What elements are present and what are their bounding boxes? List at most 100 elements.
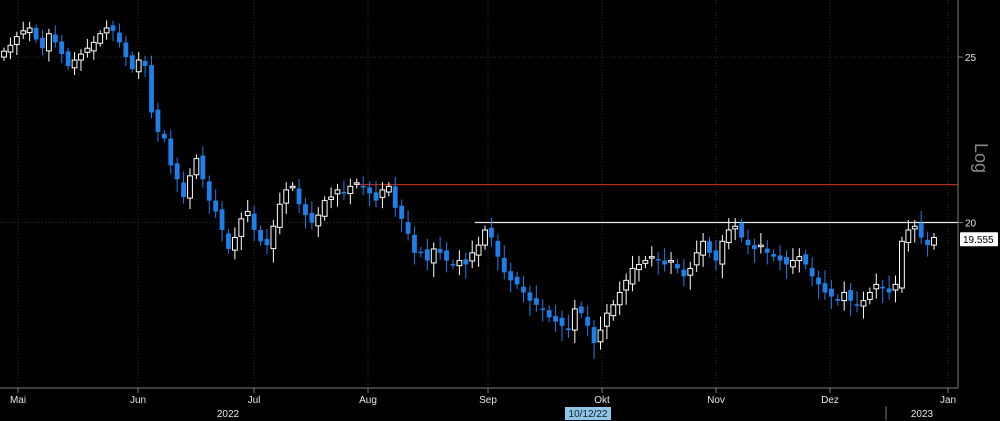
candle-body — [752, 245, 757, 249]
y-tick-label-20: 20 — [965, 219, 977, 230]
candle-body — [828, 288, 834, 297]
candle-body — [412, 234, 417, 253]
candle-body — [668, 260, 674, 263]
candle-body — [418, 251, 424, 254]
candle-body — [693, 252, 700, 266]
candle-body — [777, 255, 783, 261]
candle-body — [873, 283, 880, 290]
candle-body — [642, 260, 649, 264]
candle-body — [816, 277, 821, 285]
candle-body — [725, 229, 732, 243]
candle-body — [540, 308, 546, 311]
candle-body — [309, 212, 315, 223]
cursor-date-label: 10/12/22 — [569, 409, 608, 420]
candle-body — [424, 249, 430, 261]
candle-body — [13, 36, 20, 45]
candle-body — [65, 51, 71, 67]
candle-body — [444, 250, 449, 261]
candle-body — [103, 27, 110, 34]
x-tick-label-Okt: Okt — [594, 395, 610, 406]
year-label-2023: 2023 — [911, 409, 934, 420]
candle-body — [675, 264, 680, 269]
candle-body — [33, 27, 39, 40]
candle-body — [719, 240, 726, 265]
candle-body — [854, 304, 860, 306]
candle-body — [123, 42, 129, 58]
candle-body — [200, 155, 206, 180]
y-tick-label-25: 25 — [965, 53, 977, 64]
x-tick-label-Aug: Aug — [359, 395, 377, 406]
candle-body — [321, 200, 328, 217]
candle-body — [764, 248, 770, 253]
x-tick-label-Jul: Jul — [248, 395, 261, 406]
cursor-date-box — [565, 407, 611, 420]
candle-body — [597, 329, 604, 343]
candle-body — [482, 229, 488, 246]
candle-body — [866, 291, 873, 300]
candle-body — [59, 41, 65, 55]
candle-body — [40, 37, 45, 49]
candle-body — [533, 298, 539, 305]
candle-body — [251, 213, 257, 230]
candle-body — [450, 264, 456, 266]
candle-body — [636, 263, 642, 271]
candle-body — [495, 240, 501, 257]
candle-body — [546, 310, 552, 318]
candle-body — [880, 286, 886, 289]
candle-body — [469, 252, 476, 262]
candle-body — [78, 53, 84, 61]
x-tick-label-Sep: Sep — [479, 395, 497, 406]
candle-body — [687, 267, 694, 276]
candle-body — [603, 312, 610, 327]
candle-body — [559, 317, 565, 326]
candle-body — [117, 32, 122, 43]
candle-body — [771, 253, 777, 257]
candle-body — [231, 237, 238, 251]
candle-body — [456, 260, 463, 267]
candle-body — [713, 250, 719, 261]
candle-body — [226, 233, 231, 249]
candle-body — [149, 65, 154, 113]
reference-lines — [355, 183, 958, 224]
x-tick-label-Jun: Jun — [130, 395, 146, 406]
candle-body — [367, 187, 372, 194]
candle-body — [110, 25, 116, 31]
candle-body — [258, 229, 263, 242]
x-tick-label-Dez: Dez — [821, 395, 839, 406]
candle-body — [129, 55, 135, 70]
candle-body — [931, 237, 937, 246]
candle-body — [585, 316, 591, 326]
candle-body — [219, 209, 225, 230]
candle-body — [276, 203, 283, 228]
candle-body — [566, 328, 571, 331]
candle-body — [508, 271, 514, 281]
candle-body — [629, 267, 636, 285]
candle-body — [315, 214, 322, 227]
candle-body — [385, 185, 392, 193]
candle-body — [341, 192, 347, 194]
candle-body — [264, 239, 270, 246]
candle-body — [616, 291, 623, 306]
candle-body — [681, 269, 687, 277]
last-price-box — [960, 232, 998, 247]
candle-body — [623, 279, 630, 291]
candle-body — [803, 254, 809, 265]
candle-body — [303, 204, 308, 216]
candle-body — [296, 188, 302, 205]
candle-body — [7, 44, 14, 53]
candle-body — [84, 47, 91, 53]
candle-body — [571, 308, 578, 331]
candle-body — [745, 239, 751, 246]
candle-body — [848, 290, 854, 301]
candle-body — [379, 189, 386, 198]
log-scale-label: Log — [971, 143, 991, 173]
candle-body — [648, 256, 655, 259]
candle-body — [289, 185, 296, 189]
candle-body — [707, 241, 712, 253]
candle-body — [430, 248, 437, 264]
candle-body — [347, 185, 354, 194]
candle-body — [238, 218, 245, 237]
